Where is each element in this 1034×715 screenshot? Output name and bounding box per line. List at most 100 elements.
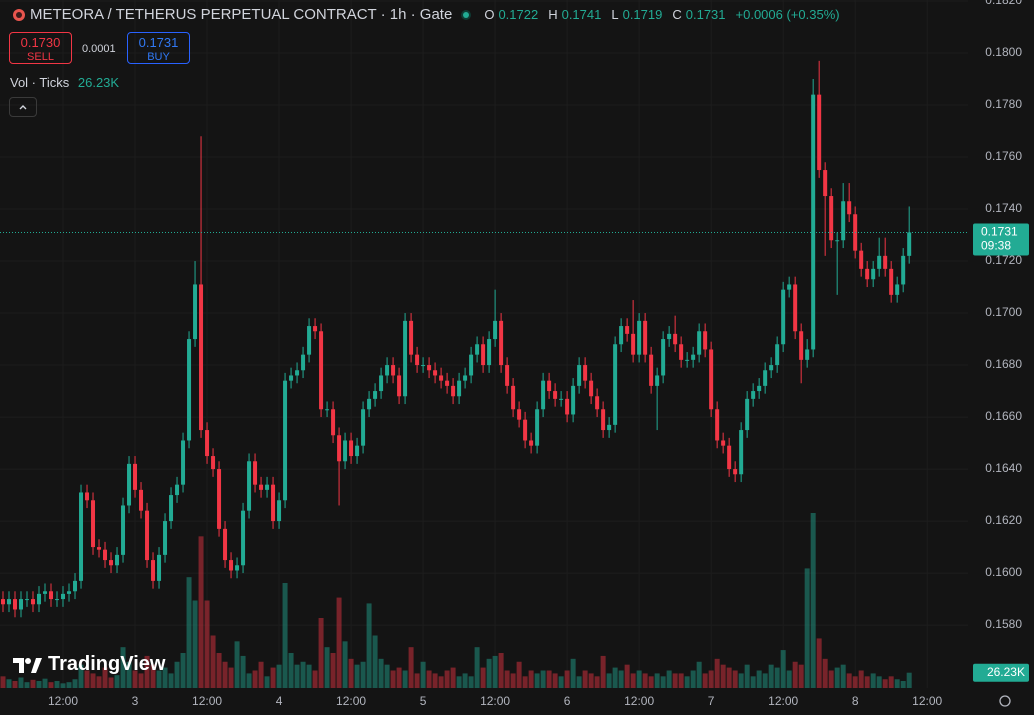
candle-body (13, 599, 18, 610)
volume-bar (630, 673, 636, 688)
watermark-logo (13, 657, 42, 673)
candle-body (61, 593, 66, 600)
candle-body (529, 440, 534, 446)
volume-bar (612, 667, 618, 688)
candle-body (115, 554, 120, 566)
volume-bar (252, 670, 258, 688)
candle-body (277, 500, 282, 522)
volume-bar (528, 670, 534, 688)
candle-body (217, 469, 222, 529)
volume-bar (156, 670, 162, 688)
volume-tag (973, 663, 1029, 682)
volume-bar (858, 670, 864, 688)
buy-price: 0.1731 (138, 35, 179, 50)
volume-bar (636, 670, 642, 688)
candle-body (505, 365, 510, 386)
candle-body (259, 484, 264, 490)
candle-body (289, 375, 294, 381)
candle-body (499, 320, 504, 366)
last-price-tag (973, 223, 1029, 256)
ohlc-label: O (484, 7, 495, 22)
candle-body (199, 284, 204, 431)
y-tick-label: 0.1640 (985, 461, 1022, 475)
buy-label: BUY (147, 51, 170, 63)
candle-body (541, 380, 546, 410)
volume-bar (84, 670, 90, 688)
volume-bar (300, 661, 306, 688)
candle-body (127, 463, 132, 506)
ohlc-label: C (672, 7, 682, 22)
volume-bar (90, 673, 96, 688)
candle-body (517, 409, 522, 420)
candle-body (559, 398, 564, 400)
candle-body (691, 354, 696, 360)
volume-bar (108, 677, 114, 688)
candle-body (733, 469, 738, 475)
volume-bar (906, 672, 912, 688)
candle-body (475, 344, 480, 355)
volume-bar (594, 676, 600, 688)
volume-bar (234, 641, 240, 688)
candle-body (265, 484, 270, 490)
x-tick-label: 12:00 (480, 694, 510, 708)
candle-body (613, 344, 618, 425)
candle-body (823, 170, 828, 197)
volume-bar (498, 653, 504, 688)
volume-bar (774, 667, 780, 688)
candle-body (799, 331, 804, 360)
candle-body (781, 289, 786, 345)
candle-body (445, 380, 450, 386)
volume-bar (60, 683, 66, 688)
collapse-button[interactable] (9, 97, 37, 117)
volume-bar (96, 676, 102, 688)
candle-body (739, 430, 744, 475)
x-tick-label: 12:00 (192, 694, 222, 708)
x-tick-label: 7 (708, 694, 715, 708)
candle-body (907, 232, 912, 256)
volume-bar (654, 673, 660, 688)
volume-bar (666, 670, 672, 688)
candle-body (685, 359, 690, 361)
volume-bar (426, 670, 432, 688)
candle-body (667, 333, 672, 340)
volume-bar (132, 670, 138, 688)
candle-body (145, 510, 150, 561)
volume-bar (372, 635, 378, 688)
x-tick-label: 12:00 (336, 694, 366, 708)
x-tick-label: 12:00 (768, 694, 798, 708)
x-tick-label: 12:00 (912, 694, 942, 708)
sell-price: 0.1730 (20, 35, 61, 50)
volume-bar (810, 513, 816, 688)
x-tick-label: 6 (564, 694, 571, 708)
candle-body (865, 268, 870, 280)
candle-body (73, 580, 78, 592)
volume-bar (396, 667, 402, 688)
candle-body (745, 398, 750, 431)
y-tick-label: 0.1780 (985, 97, 1022, 111)
volume-bar (270, 667, 276, 688)
y-tick-label: 0.1660 (985, 409, 1022, 423)
buy-button[interactable]: 0.1731 BUY (127, 32, 190, 64)
candle-body (763, 370, 768, 386)
candle-body (871, 268, 876, 280)
sell-button[interactable]: 0.1730 SELL (9, 32, 72, 64)
volume-bar (312, 670, 318, 688)
candle-body (643, 320, 648, 355)
y-tick-label: 0.1760 (985, 149, 1022, 163)
volume-bar (642, 673, 648, 688)
candle-body (355, 445, 360, 457)
candle-body (229, 560, 234, 571)
volume-bar (168, 673, 174, 688)
candle-body (721, 440, 726, 446)
volume-bar (522, 676, 528, 688)
candle-body (187, 339, 192, 441)
candle-body (91, 500, 96, 548)
candle-body (433, 370, 438, 376)
volume-bar (648, 676, 654, 688)
volume-legend: Vol · Ticks 26.23K (10, 75, 119, 90)
volume-bar (588, 673, 594, 688)
x-tick-label: 12:00 (48, 694, 78, 708)
volume-bar (696, 661, 702, 688)
